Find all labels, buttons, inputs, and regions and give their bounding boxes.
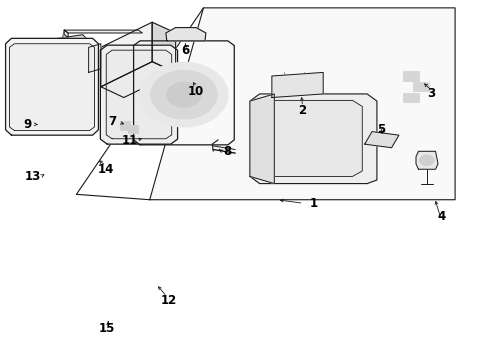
Polygon shape: [100, 45, 177, 144]
Text: 8: 8: [223, 145, 231, 158]
Text: 4: 4: [437, 210, 445, 223]
Text: 9: 9: [24, 118, 32, 131]
Polygon shape: [25, 35, 86, 47]
Polygon shape: [166, 28, 206, 41]
Polygon shape: [89, 44, 101, 72]
Bar: [128, 125, 138, 134]
Polygon shape: [106, 50, 172, 139]
Polygon shape: [365, 132, 399, 148]
Polygon shape: [64, 30, 68, 37]
Polygon shape: [150, 8, 455, 200]
Polygon shape: [250, 94, 377, 184]
Circle shape: [151, 70, 217, 119]
Text: 14: 14: [98, 163, 114, 176]
Text: 15: 15: [99, 322, 116, 335]
Polygon shape: [416, 151, 438, 169]
Bar: [403, 93, 419, 102]
Text: 2: 2: [298, 104, 307, 117]
Polygon shape: [101, 22, 152, 87]
Text: 12: 12: [161, 294, 177, 307]
Polygon shape: [101, 62, 175, 98]
Text: 1: 1: [309, 197, 318, 210]
Text: 10: 10: [188, 85, 204, 98]
Bar: [403, 71, 419, 81]
Polygon shape: [19, 39, 86, 94]
Polygon shape: [250, 94, 274, 184]
Text: 5: 5: [377, 123, 385, 136]
Polygon shape: [5, 39, 98, 135]
Polygon shape: [64, 30, 143, 33]
Circle shape: [419, 155, 434, 166]
Polygon shape: [272, 72, 323, 98]
Text: 6: 6: [181, 44, 190, 57]
Circle shape: [140, 62, 228, 127]
Polygon shape: [152, 22, 175, 72]
Polygon shape: [257, 100, 362, 176]
Polygon shape: [9, 44, 95, 131]
Bar: [413, 82, 429, 91]
Text: 3: 3: [428, 87, 436, 100]
Text: 13: 13: [24, 170, 41, 183]
Bar: [121, 121, 130, 130]
Circle shape: [167, 82, 201, 107]
Text: 7: 7: [108, 116, 116, 129]
Text: 11: 11: [122, 134, 138, 147]
